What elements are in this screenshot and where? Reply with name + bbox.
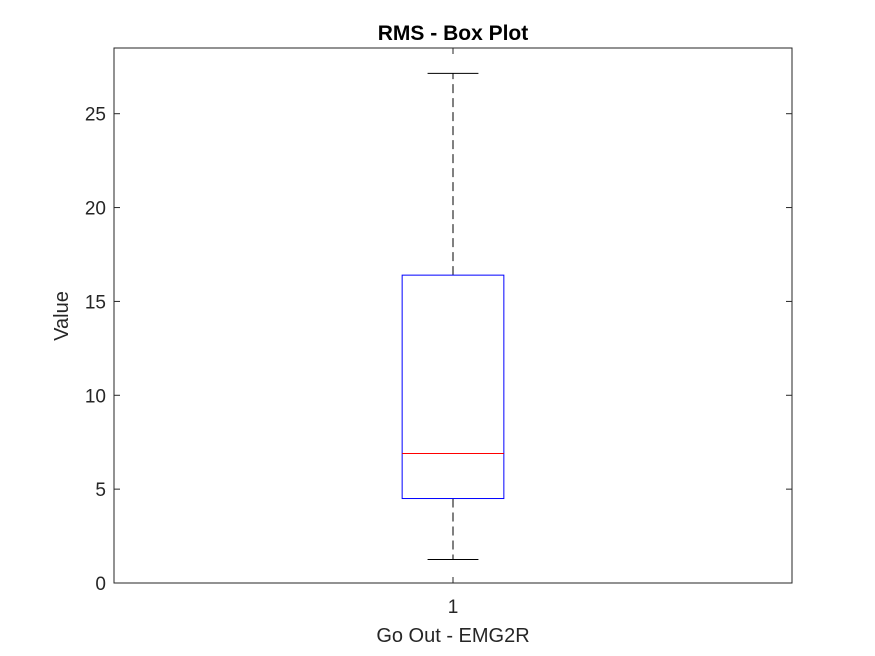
- y-tick-label: 25: [85, 105, 106, 126]
- x-tick-label: 1: [448, 597, 459, 618]
- x-axis-label: Go Out - EMG2R: [376, 625, 529, 647]
- chart-title: RMS - Box Plot: [378, 22, 529, 45]
- y-axis-ticks: 0 5 10 15 20 25: [85, 105, 792, 595]
- y-tick-label: 5: [95, 480, 106, 501]
- y-tick-label: 0: [95, 574, 106, 595]
- boxes: [401, 72, 505, 561]
- box-group: [401, 72, 505, 561]
- y-tick-label: 10: [85, 386, 106, 407]
- x-axis-ticks: 1: [448, 48, 459, 618]
- box-iqr: [401, 274, 505, 500]
- y-tick-label: 15: [85, 292, 106, 313]
- y-tick-label: 20: [85, 199, 106, 220]
- y-axis-label: Value: [51, 291, 73, 341]
